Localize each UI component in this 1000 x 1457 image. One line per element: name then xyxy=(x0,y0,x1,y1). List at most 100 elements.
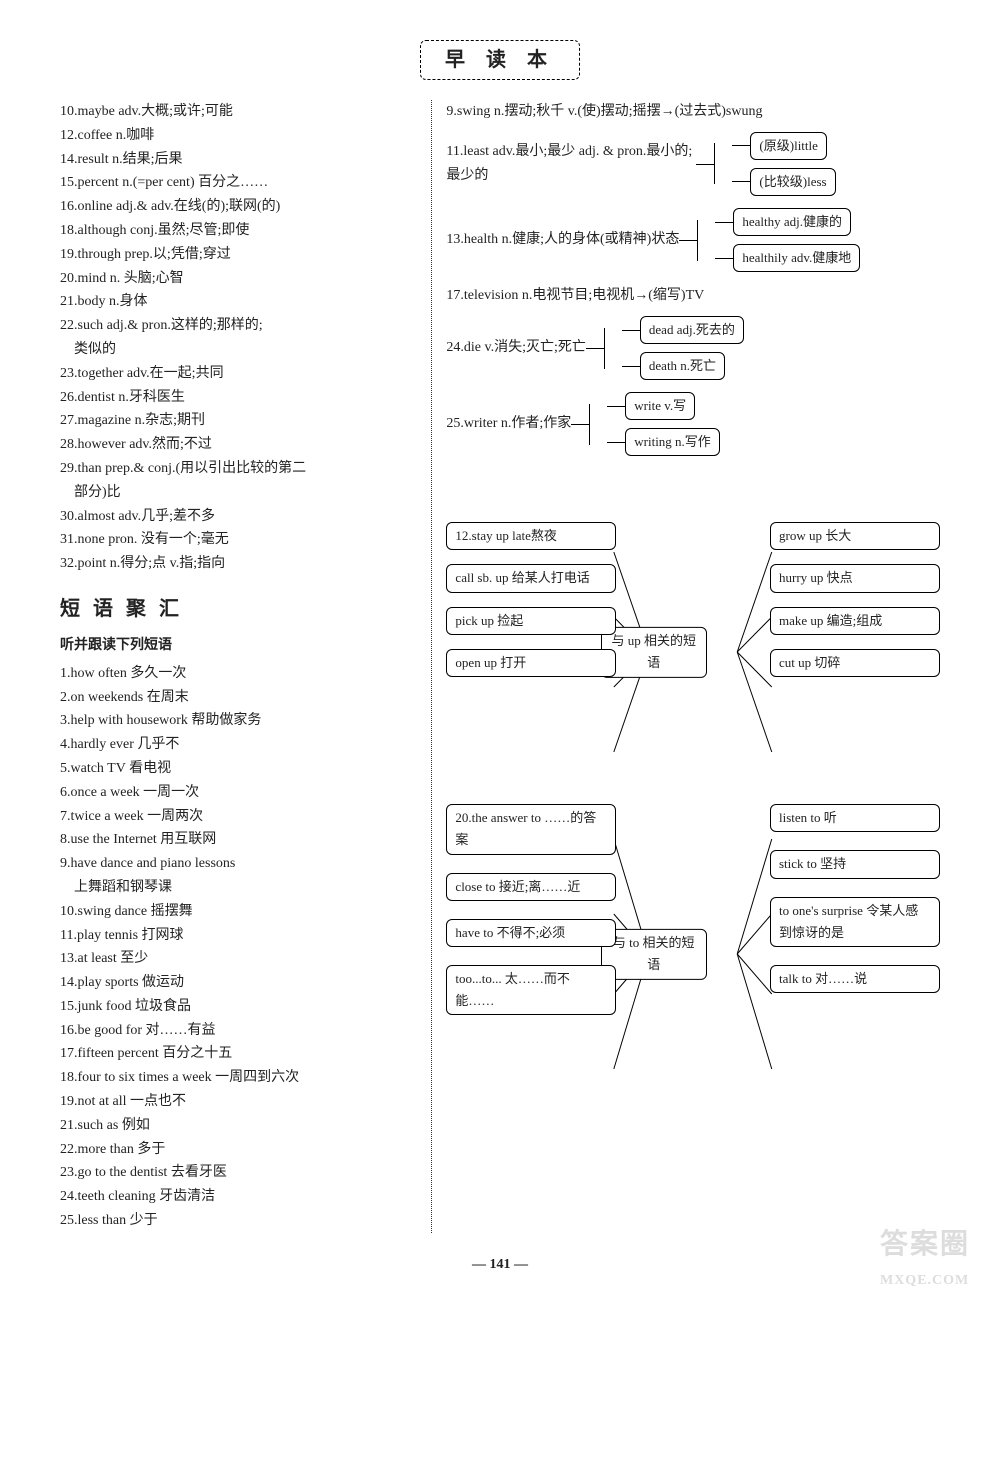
vocab-line: 28.however adv.然而;不过 xyxy=(60,433,417,457)
up-right-col: grow up 长大 hurry up 快点 make up 编造;组成 cut… xyxy=(770,522,940,676)
phrase-line: 4.hardly ever 几乎不 xyxy=(60,733,417,757)
vocab-line: 18.although conj.虽然;尽管;即使 xyxy=(60,219,417,243)
node-answer-to: 20.the answer to ……的答案 xyxy=(446,804,616,854)
phrase-line: 5.watch TV 看电视 xyxy=(60,757,417,781)
branch-24-label: 24.die v.消失;灭亡;死亡 xyxy=(446,336,585,360)
phrase-line: 19.not at all 一点也不 xyxy=(60,1090,417,1114)
vocab-line: 31.none pron. 没有一个;毫无 xyxy=(60,528,417,552)
vocab-line: 30.almost adv.几乎;差不多 xyxy=(60,505,417,529)
vocab-line: 10.maybe adv.大概;或许;可能 xyxy=(60,100,417,124)
vocab-line: 27.magazine n.杂志;期刊 xyxy=(60,409,417,433)
to-phrases-cluster: 20.the answer to ……的答案 close to 接近;离……近 … xyxy=(446,804,940,1104)
up-phrases-cluster: 12.stay up late熬夜 call sb. up 给某人打电话 pic… xyxy=(446,522,940,782)
phrase-list: 1.how often 多久一次2.on weekends 在周末3.help … xyxy=(60,662,417,1233)
phrase-line: 9.have dance and piano lessons xyxy=(60,852,417,876)
branch-11-label: 11.least adv.最小;最少 adj. & pron.最小的;最少的 xyxy=(446,140,696,188)
vocab-line: 类似的 xyxy=(60,338,417,362)
phrase-line: 2.on weekends 在周末 xyxy=(60,686,417,710)
phrase-line: 3.help with housework 帮助做家务 xyxy=(60,709,417,733)
vocab-line: 12.coffee n.咖啡 xyxy=(60,124,417,148)
page-title: 早 读 本 xyxy=(420,40,580,80)
vocab-line-9: 9.swing n.摆动;秋千 v.(使)摆动;摇摆→(过去式)swung xyxy=(446,100,940,124)
phrase-line: 1.how often 多久一次 xyxy=(60,662,417,686)
node-have-to: have to 不得不;必须 xyxy=(446,919,616,947)
leaf-dead: dead adj.死去的 xyxy=(640,316,744,344)
node-make-up: make up 编造;组成 xyxy=(770,607,940,635)
up-center-label: 与 up 相关的短语 xyxy=(601,627,707,677)
phrase-line: 25.less than 少于 xyxy=(60,1209,417,1233)
vocab-line: 20.mind n. 头脑;心智 xyxy=(60,267,417,291)
phrase-line: 11.play tennis 打网球 xyxy=(60,924,417,948)
phrase-line: 7.twice a week 一周两次 xyxy=(60,805,417,829)
phrase-line: 23.go to the dentist 去看牙医 xyxy=(60,1161,417,1185)
branch-13: 13.health n.健康;人的身体(或精神)状态 healthy adj.健… xyxy=(446,208,940,272)
leaf-writing: writing n.写作 xyxy=(625,428,720,456)
branch-11: 11.least adv.最小;最少 adj. & pron.最小的;最少的 (… xyxy=(446,132,940,196)
branch-25-leaves: write v.写 writing n.写作 xyxy=(607,392,720,456)
page-number: — 141 — xyxy=(60,1253,940,1277)
right-column: 9.swing n.摆动;秋千 v.(使)摆动;摇摆→(过去式)swung 11… xyxy=(431,100,940,1233)
node-listen-to: listen to 听 xyxy=(770,804,940,832)
vocab-line: 14.result n.结果;后果 xyxy=(60,148,417,172)
to-right-col: listen to 听 stick to 坚持 to one's surpris… xyxy=(770,804,940,992)
leaf-row: healthily adv.健康地 xyxy=(715,244,860,272)
leaf-row: dead adj.死去的 xyxy=(622,316,744,344)
leaf-less: (比较级)less xyxy=(750,168,835,196)
node-cut-up: cut up 切碎 xyxy=(770,649,940,677)
leaf-row: (原级)little xyxy=(732,132,835,160)
phrase-line: 14.play sports 做运动 xyxy=(60,971,417,995)
branch-24-leaves: dead adj.死去的 death n.死亡 xyxy=(622,316,744,380)
leaf-row: healthy adj.健康的 xyxy=(715,208,860,236)
phrase-line: 6.once a week 一周一次 xyxy=(60,781,417,805)
section-title-phrases: 短 语 聚 汇 xyxy=(60,592,417,626)
vocab-line: 19.through prep.以;凭借;穿过 xyxy=(60,243,417,267)
branch-25: 25.writer n.作者;作家 write v.写 writing n.写作 xyxy=(446,392,940,456)
node-hurry-up: hurry up 快点 xyxy=(770,564,940,592)
vocab-line: 16.online adj.& adv.在线(的);联网(的) xyxy=(60,195,417,219)
vocab-line: 29.than prep.& conj.(用以引出比较的第二 xyxy=(60,457,417,481)
vocab-line: 21.body n.身体 xyxy=(60,290,417,314)
branch-11-leaves: (原级)little (比较级)less xyxy=(732,132,835,196)
leaf-death: death n.死亡 xyxy=(640,352,725,380)
branch-connector xyxy=(679,208,715,272)
up-left-col: 12.stay up late熬夜 call sb. up 给某人打电话 pic… xyxy=(446,522,616,676)
to-left-col: 20.the answer to ……的答案 close to 接近;离……近 … xyxy=(446,804,616,1015)
node-stay-up-late: 12.stay up late熬夜 xyxy=(446,522,616,550)
phrase-line: 8.use the Internet 用互联网 xyxy=(60,828,417,852)
vocab-line: 26.dentist n.牙科医生 xyxy=(60,386,417,410)
node-grow-up: grow up 长大 xyxy=(770,522,940,550)
phrase-line: 10.swing dance 摇摆舞 xyxy=(60,900,417,924)
node-call-sb-up: call sb. up 给某人打电话 xyxy=(446,564,616,592)
phrase-line: 18.four to six times a week 一周四到六次 xyxy=(60,1066,417,1090)
phrase-line: 16.be good for 对……有益 xyxy=(60,1019,417,1043)
node-pick-up: pick up 捡起 xyxy=(446,607,616,635)
vocab-line: 23.together adv.在一起;共同 xyxy=(60,362,417,386)
node-stick-to: stick to 坚持 xyxy=(770,850,940,878)
phrase-line: 22.more than 多于 xyxy=(60,1138,417,1162)
two-column-layout: 10.maybe adv.大概;或许;可能12.coffee n.咖啡14.re… xyxy=(60,100,940,1233)
leaf-row: death n.死亡 xyxy=(622,352,744,380)
leaf-row: writing n.写作 xyxy=(607,428,720,456)
node-talk-to: talk to 对……说 xyxy=(770,965,940,993)
vocab-line: 15.percent n.(=per cent) 百分之…… xyxy=(60,171,417,195)
leaf-row: (比较级)less xyxy=(732,168,835,196)
branch-13-leaves: healthy adj.健康的 healthily adv.健康地 xyxy=(715,208,860,272)
to-center: 与 to 相关的短语 xyxy=(601,929,707,979)
node-close-to: close to 接近;离……近 xyxy=(446,873,616,901)
phrase-line: 24.teeth cleaning 牙齿清洁 xyxy=(60,1185,417,1209)
branch-connector xyxy=(586,316,622,380)
branch-25-label: 25.writer n.作者;作家 xyxy=(446,412,571,436)
leaf-healthily: healthily adv.健康地 xyxy=(733,244,860,272)
branch-24: 24.die v.消失;灭亡;死亡 dead adj.死去的 death n.死… xyxy=(446,316,940,380)
vocab-line: 部分)比 xyxy=(60,481,417,505)
node-to-ones-surprise: to one's surprise 令某人感到惊讶的是 xyxy=(770,897,940,947)
to-center-label: 与 to 相关的短语 xyxy=(601,929,707,979)
phrase-line: 21.such as 例如 xyxy=(60,1114,417,1138)
phrase-line: 上舞蹈和钢琴课 xyxy=(60,876,417,900)
page-title-container: 早 读 本 xyxy=(60,40,940,80)
phrase-line: 15.junk food 垃圾食品 xyxy=(60,995,417,1019)
left-column: 10.maybe adv.大概;或许;可能12.coffee n.咖啡14.re… xyxy=(60,100,431,1233)
vocab-list: 10.maybe adv.大概;或许;可能12.coffee n.咖啡14.re… xyxy=(60,100,417,576)
vocab-line: 22.such adj.& pron.这样的;那样的; xyxy=(60,314,417,338)
leaf-write: write v.写 xyxy=(625,392,695,420)
